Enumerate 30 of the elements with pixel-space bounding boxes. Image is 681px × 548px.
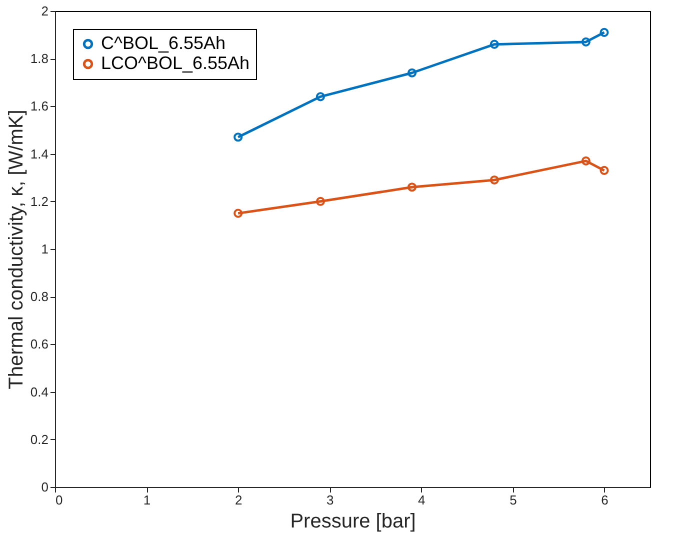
- x-tick-label: 0: [56, 492, 63, 508]
- y-tick-label: 1.6: [30, 98, 48, 114]
- y-tick-label: 0.8: [30, 289, 48, 304]
- point: [407, 182, 417, 192]
- x-tick-label: 2: [234, 492, 242, 508]
- y-axis-title: Thermal conductivity, κ, [W/mK]: [5, 110, 28, 390]
- x-tick-label: 1: [143, 492, 151, 508]
- y-tick-label: 1: [41, 242, 48, 256]
- point: [316, 196, 325, 206]
- y-tick-label: 0.4: [30, 384, 48, 400]
- x-tick-label: 6: [601, 492, 608, 508]
- x-axis-title: Pressure [bar]: [290, 510, 416, 532]
- legend-label: LCO^BOL_6.55Ah: [101, 53, 250, 73]
- legend-label: C^BOL_6.55Ah: [101, 33, 226, 53]
- x-tick-label: 5: [510, 492, 517, 508]
- y-tick-label: 1.4: [30, 146, 48, 162]
- y-tick-label: 0.6: [30, 336, 48, 352]
- x-tick-label: 4: [418, 492, 426, 508]
- point: [407, 68, 417, 78]
- y-tick-label: 1.8: [30, 51, 48, 66]
- point: [581, 156, 590, 166]
- point: [581, 37, 590, 46]
- x-tick-label: 3: [326, 492, 334, 508]
- y-tick-label: 2: [41, 4, 48, 18]
- point: [316, 92, 325, 102]
- point: [490, 175, 499, 185]
- y-tick-label: 0: [41, 480, 48, 494]
- point: [490, 40, 499, 49]
- y-tick-label: 0.2: [30, 432, 48, 447]
- y-tick-label: 1.2: [30, 194, 48, 209]
